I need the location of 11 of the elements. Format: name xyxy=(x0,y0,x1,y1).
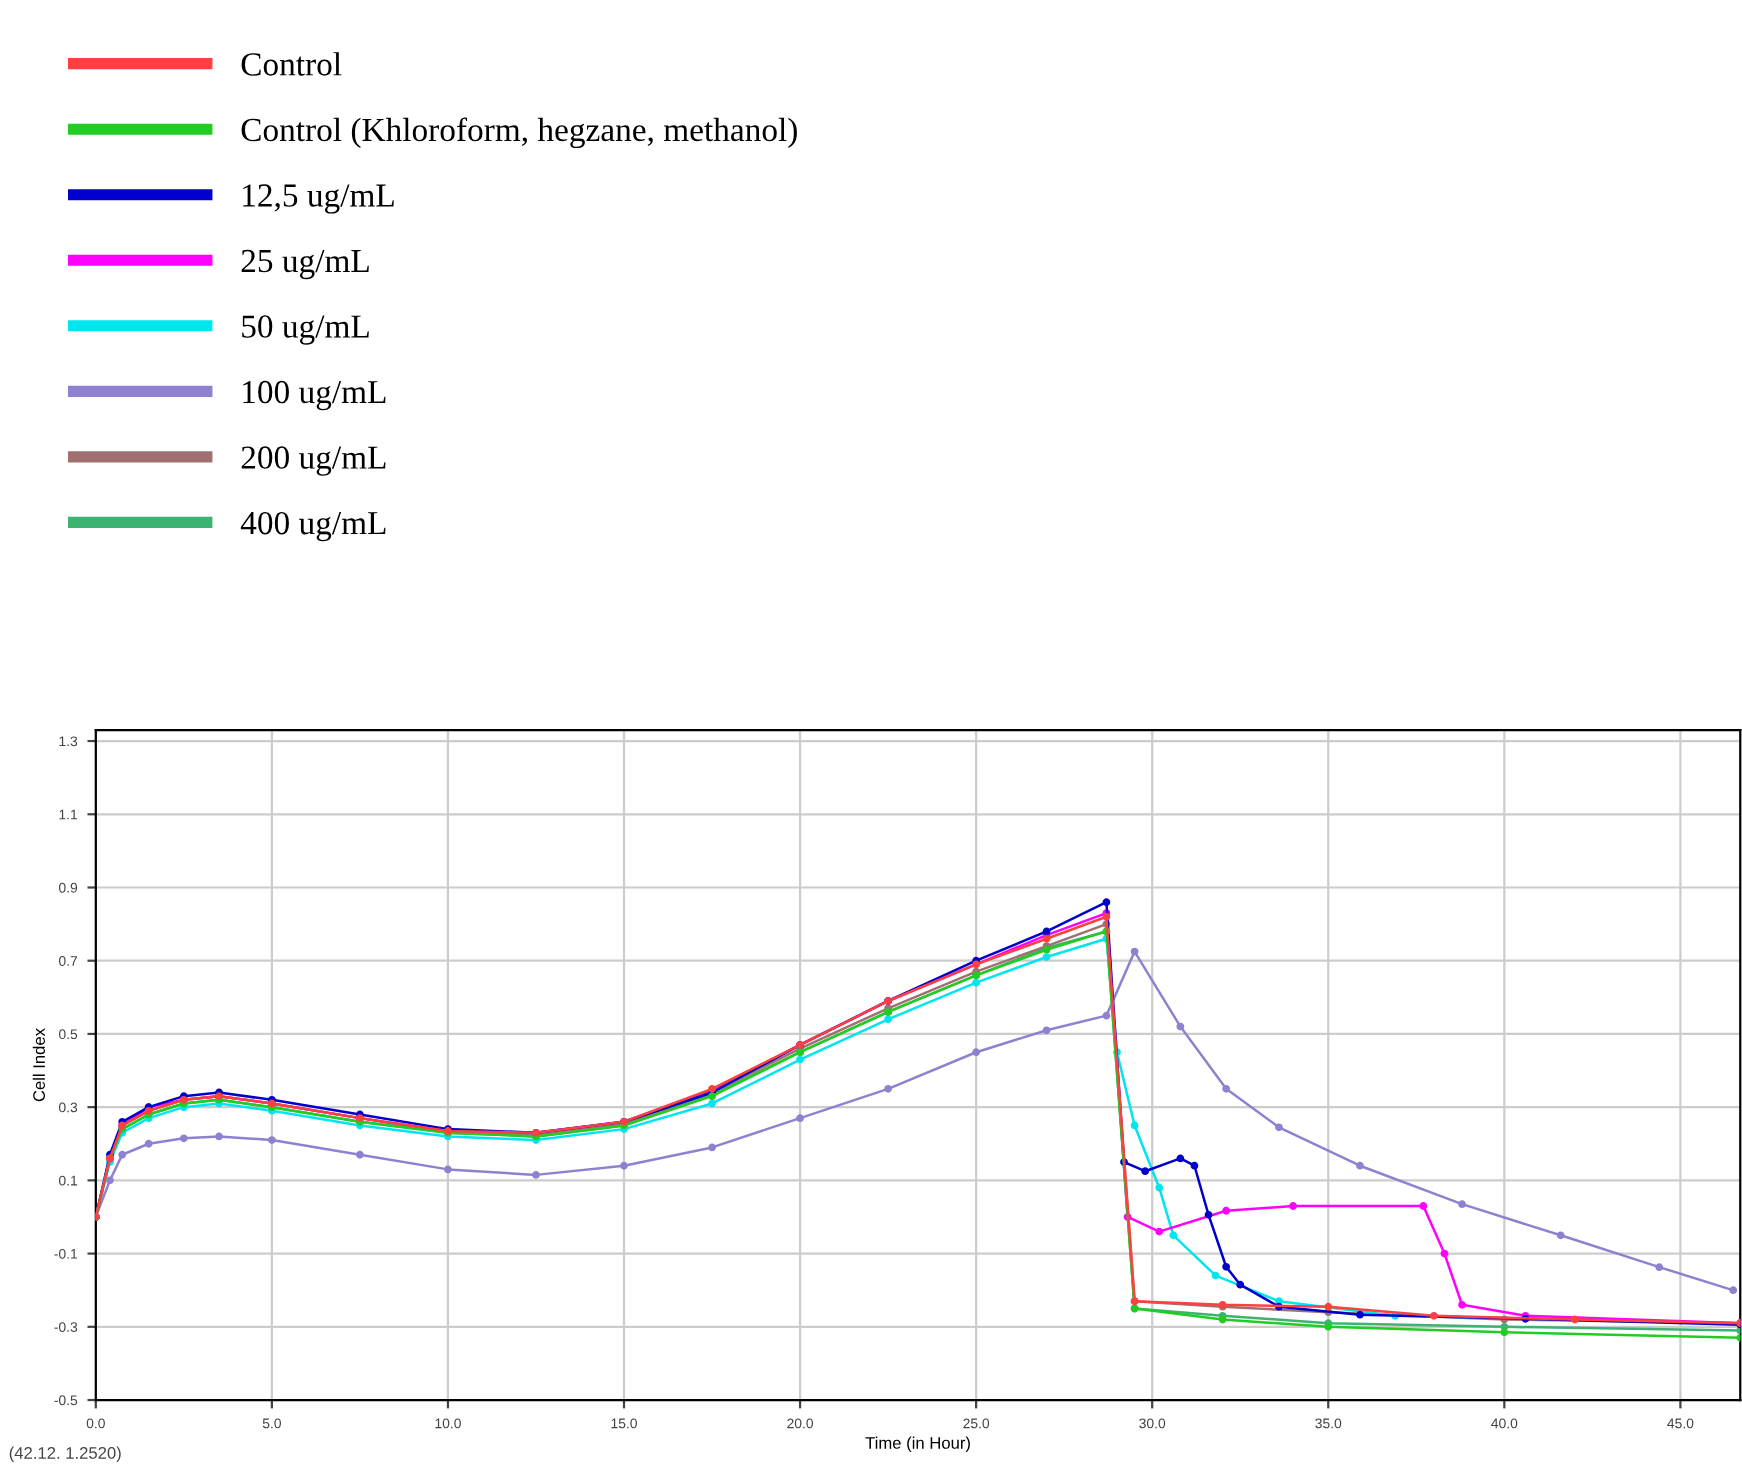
legend-label: Control xyxy=(241,52,342,76)
legend-label: 25 ug/mL xyxy=(241,249,369,280)
y-axis-title: Cell Index xyxy=(32,1028,45,1102)
legend-label: 50 ug/mL xyxy=(242,315,369,345)
text: (42.12. 1.2520) xyxy=(9,1446,121,1463)
x-axis-title: Time (in Hour) xyxy=(865,1436,970,1453)
legend-label: 400 ug/mL xyxy=(240,511,386,542)
legend-label: 200 ug/mL xyxy=(241,446,386,476)
legend-label: 100 ug/mL xyxy=(243,380,386,411)
legend-label: 12,5 ug/mL xyxy=(243,184,394,214)
legend-label: Control (Khloroform, hegzane, methanol) xyxy=(241,117,797,149)
